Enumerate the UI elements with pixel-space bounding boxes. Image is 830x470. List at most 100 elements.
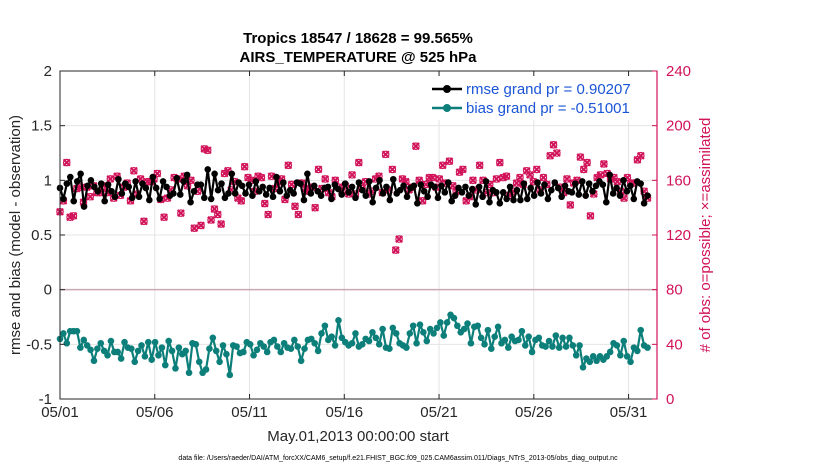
bias-point — [443, 319, 451, 326]
rmse-point — [338, 191, 346, 198]
rmse-point — [530, 192, 538, 199]
obs-x-stroke-b — [522, 166, 531, 175]
obs-possible-point — [264, 210, 272, 219]
bias-point — [409, 322, 417, 330]
bias-point — [518, 327, 526, 335]
obs-x-stroke-b — [257, 173, 266, 182]
obs-possible-point — [435, 175, 444, 183]
obs-assimilated-point — [294, 210, 303, 219]
x-axis-label: May.01,2013 00:00:00 start — [267, 428, 449, 445]
y-right-tick-label: 240 — [666, 63, 691, 80]
rmse-point — [379, 190, 387, 197]
bias-point — [117, 355, 125, 362]
obs-assimilated-point — [495, 158, 504, 167]
obs-possible-point — [321, 175, 330, 183]
rmse-point — [472, 201, 480, 208]
bias-point — [586, 358, 594, 366]
rmse-point — [80, 203, 88, 210]
obs-assimilated-point — [502, 172, 511, 181]
rmse-point — [417, 181, 425, 189]
bias-point — [545, 337, 553, 345]
obs-assimilated-point — [176, 209, 185, 218]
obs-x-stroke-b — [579, 165, 588, 174]
rmse-point — [297, 180, 304, 187]
rmse-point — [520, 180, 528, 187]
obs-assimilated-point — [311, 203, 320, 212]
obs-possible-point — [412, 142, 420, 150]
bias-point — [464, 320, 471, 327]
bias-point — [572, 351, 580, 359]
y-right-tick-label: 40 — [666, 336, 683, 353]
bias-point — [202, 366, 210, 373]
rmse-point — [97, 180, 105, 187]
obs-x-stroke-b — [129, 166, 138, 175]
rmse-point — [561, 182, 569, 190]
obs-possible-point — [207, 216, 215, 224]
obs-x-stroke-b — [203, 146, 212, 155]
obs-x-stroke-b — [563, 175, 571, 183]
bias-point — [250, 351, 257, 359]
obs-x-stroke-b — [566, 201, 575, 209]
obs-assimilated-point — [69, 211, 78, 220]
rmse-point — [280, 179, 287, 186]
bias-point — [637, 326, 645, 334]
obs-x-stroke-b — [311, 203, 320, 212]
bias-point — [287, 345, 295, 353]
rmse-point — [225, 190, 232, 197]
bias-point — [185, 369, 193, 377]
rmse-point — [94, 187, 102, 195]
obs-assimilated-point — [140, 217, 148, 226]
bias-point — [168, 347, 176, 355]
data-file-footnote: data file: /Users/raeder/DAI/ATM_forcXX/… — [178, 455, 618, 462]
bias-point — [576, 342, 583, 349]
bias-point — [121, 338, 128, 346]
obs-assimilated-point — [240, 162, 249, 171]
obs-x-stroke-b — [294, 210, 303, 219]
rmse-point — [207, 195, 215, 203]
rmse-point — [389, 175, 397, 183]
bias-point — [627, 358, 634, 366]
rmse-point — [602, 198, 610, 206]
obs-assimilated-point — [284, 161, 293, 170]
rmse-point — [572, 180, 579, 187]
y-axis-right-label: # of obs: o=possible; ×=assimilated — [697, 118, 714, 353]
obs-x-stroke-b — [348, 170, 356, 179]
obs-assimilated-point — [210, 205, 219, 213]
rmse-point — [132, 178, 139, 185]
rmse-point — [67, 173, 74, 181]
bias-point — [440, 332, 448, 339]
rmse-point — [479, 193, 486, 201]
obs-x-stroke-b — [512, 179, 521, 187]
bias-point — [460, 325, 468, 333]
rmse-point — [211, 170, 218, 178]
bias-point — [212, 347, 220, 355]
bias-point — [620, 337, 628, 345]
bias-point — [549, 343, 556, 350]
bias-point — [297, 357, 305, 365]
obs-assimilated-point — [395, 235, 403, 244]
rmse-point — [640, 199, 648, 207]
rmse-point — [534, 179, 541, 186]
obs-assimilated-point — [636, 151, 645, 160]
y-right-tick-label: 160 — [666, 172, 691, 189]
obs-assimilated-point — [291, 202, 299, 211]
obs-possible-point — [177, 209, 185, 217]
bias-point — [477, 334, 485, 342]
bias-point — [348, 339, 356, 347]
rmse-point — [434, 194, 442, 202]
obs-possible-point — [140, 217, 148, 226]
obs-assimilated-point — [422, 180, 430, 189]
bias-point — [525, 333, 532, 340]
rmse-point — [575, 191, 583, 198]
obs-possible-point — [311, 203, 319, 212]
bias-point — [80, 336, 88, 344]
obs-x-stroke-b — [458, 165, 467, 174]
obs-assimilated-point — [190, 224, 199, 233]
legend-rmse-label: rmse grand pr = 0.90207 — [466, 81, 631, 98]
obs-possible-point — [388, 165, 397, 174]
bias-point — [403, 344, 410, 351]
rmse-point — [101, 197, 108, 205]
rmse-point — [620, 177, 627, 184]
bias-point — [216, 358, 223, 366]
rmse-point — [335, 185, 342, 193]
